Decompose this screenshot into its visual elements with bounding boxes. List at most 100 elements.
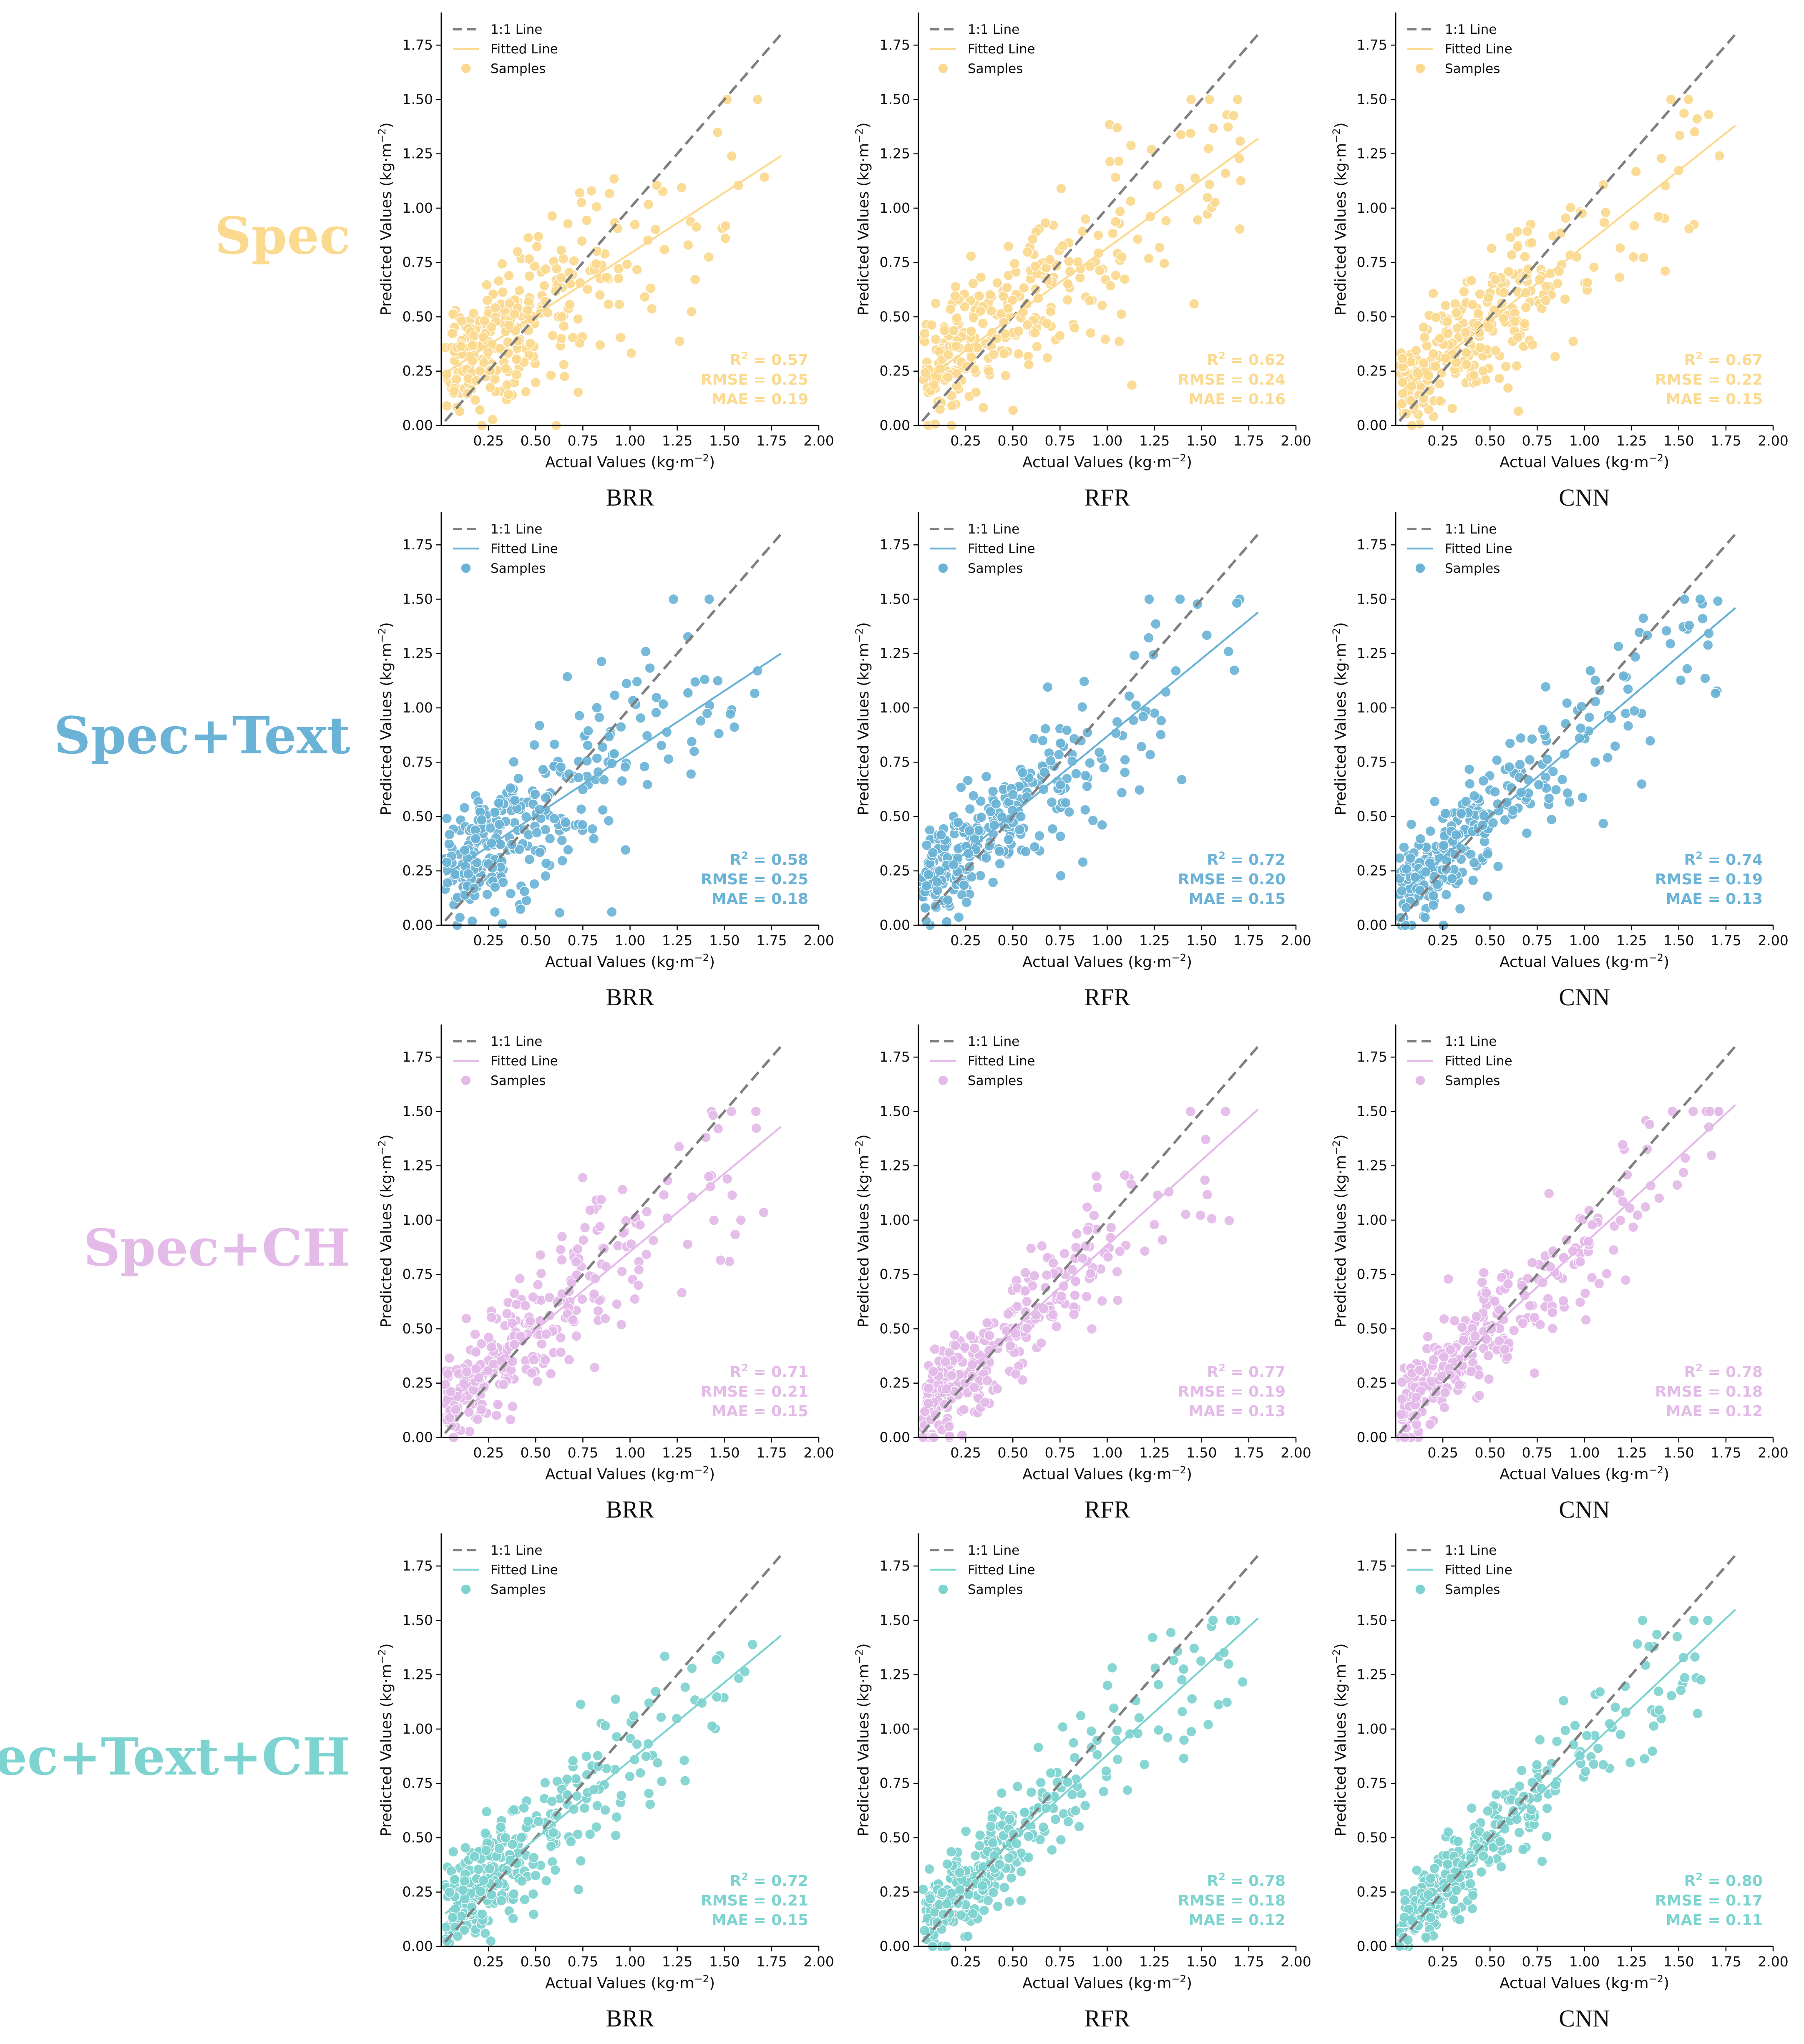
sample-point <box>1512 226 1523 237</box>
sample-point <box>1525 1300 1535 1311</box>
sample-point <box>442 877 453 889</box>
sample-point <box>1672 1180 1683 1191</box>
sample-point <box>1153 1724 1164 1736</box>
sample-point <box>964 826 975 836</box>
sample-point <box>962 775 973 786</box>
sample-point <box>1489 1296 1500 1307</box>
sample-point <box>975 272 986 283</box>
sample-point <box>1625 1757 1636 1768</box>
y-tick-label: 0.25 <box>1357 1375 1387 1391</box>
sample-point <box>573 772 584 783</box>
sample-point <box>1570 1720 1580 1731</box>
sample-point <box>991 1383 1003 1395</box>
legend-samples-swatch <box>938 563 949 574</box>
sample-point <box>1221 1697 1233 1708</box>
sample-point <box>949 1329 960 1340</box>
sample-point <box>508 756 519 768</box>
rmse-annotation: RMSE = 0.25 <box>701 371 808 388</box>
sample-point <box>1415 833 1426 844</box>
sample-point <box>1451 829 1462 841</box>
x-axis-title: Actual Values (kg·m−2) <box>1500 1464 1669 1483</box>
sample-point <box>1540 681 1551 692</box>
sample-point <box>702 708 713 719</box>
x-axis-title: Actual Values (kg·m−2) <box>545 1464 715 1483</box>
sample-point <box>556 245 567 256</box>
sample-point <box>1540 295 1551 306</box>
sample-point <box>981 1317 993 1328</box>
sample-point <box>1037 735 1048 746</box>
sample-point <box>953 817 964 828</box>
sample-point <box>974 290 985 302</box>
sample-point <box>572 313 584 325</box>
sample-point <box>561 1774 573 1785</box>
sample-point <box>686 736 697 747</box>
sample-point <box>1500 361 1512 372</box>
sample-point <box>1600 207 1611 218</box>
sample-point <box>1608 1244 1619 1256</box>
rmse-value: 0.21 <box>771 1383 808 1400</box>
sample-point <box>1204 94 1215 105</box>
sample-point <box>528 1291 538 1303</box>
rmse-value: 0.18 <box>1248 1892 1286 1909</box>
x-tick-label: 2.00 <box>1758 1953 1788 1970</box>
sample-point <box>613 273 624 284</box>
sample-point <box>968 790 979 801</box>
sample-point <box>1491 1789 1502 1800</box>
sample-point <box>1232 94 1243 105</box>
sample-point <box>644 1799 656 1810</box>
r2-annotation: R2 = 0.57 <box>730 350 809 369</box>
x-axis-title: Actual Values (kg·m−2) <box>1500 1973 1669 1992</box>
x-tick-label: 1.75 <box>1233 932 1264 949</box>
sample-point <box>1547 1323 1558 1334</box>
sample-point <box>1457 1322 1468 1333</box>
sample-point <box>951 368 962 379</box>
x-tick-label: 0.75 <box>1522 932 1552 949</box>
sample-point <box>1075 1710 1086 1721</box>
sample-point <box>976 812 987 823</box>
sample-point <box>708 1215 720 1226</box>
r2-value: 0.77 <box>1248 1364 1286 1381</box>
sample-point <box>472 1414 483 1425</box>
sample-point <box>682 1238 693 1250</box>
sample-point <box>1552 278 1563 289</box>
sample-point <box>1004 1896 1015 1908</box>
sample-point <box>1235 136 1246 147</box>
sample-point <box>1647 1746 1658 1757</box>
x-tick-label: 1.00 <box>615 932 645 949</box>
rmse-value: 0.24 <box>1248 371 1286 388</box>
sample-point <box>1228 110 1239 121</box>
sample-point <box>503 320 514 331</box>
sample-point <box>1428 288 1439 299</box>
model-label: RFR <box>1084 984 1130 1011</box>
sample-point <box>554 907 565 919</box>
subplot-spec-ch-brr: 0.25 0.50 0.75 1.00 1.25 1.50 1.75 2.00 0.00 0.25… <box>376 1025 834 1523</box>
legend-one-to-one-label: 1:1 Line <box>1445 22 1497 37</box>
y-tick-label: 1.50 <box>403 1103 433 1119</box>
sample-point <box>1593 1743 1603 1754</box>
sample-point <box>1045 306 1056 317</box>
sample-point <box>481 1806 492 1817</box>
sample-point <box>923 869 934 880</box>
sample-point <box>758 1207 769 1218</box>
sample-point <box>703 1171 715 1182</box>
sample-point <box>642 730 653 741</box>
sample-point <box>575 1855 586 1866</box>
sample-point <box>1071 1228 1082 1239</box>
sample-point <box>629 219 640 230</box>
sample-point <box>576 197 587 208</box>
sample-point <box>557 855 568 866</box>
mae-value: 0.19 <box>771 391 808 408</box>
sample-point <box>524 254 535 264</box>
mae-annotation: MAE = 0.13 <box>1666 891 1763 908</box>
x-tick-label: 1.00 <box>615 1445 645 1461</box>
sample-point <box>609 174 620 184</box>
sample-point <box>689 746 700 757</box>
sample-point <box>540 264 551 274</box>
sample-point <box>1139 1246 1150 1256</box>
sample-point <box>1195 1656 1207 1666</box>
sample-point <box>1452 1836 1464 1847</box>
mae-value: 0.13 <box>1726 891 1763 908</box>
sample-point <box>987 877 999 888</box>
sample-point <box>586 185 597 196</box>
sample-point <box>679 1682 691 1693</box>
